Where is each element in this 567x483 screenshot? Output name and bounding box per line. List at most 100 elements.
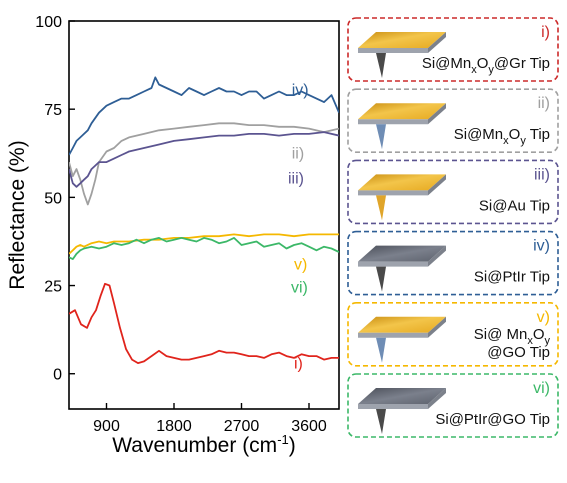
cantilever-side (358, 261, 428, 267)
cantilever-edge (428, 316, 446, 338)
legend-panel-numeral: iv) (533, 238, 550, 255)
afm-tip-illustration (358, 388, 446, 434)
afm-tip-illustration (358, 316, 446, 363)
legend-panel-3: iii) Si@Au Tip (347, 159, 559, 225)
tick-layer: 0 25 50 75 100 900 1800 2700 3600 (35, 14, 327, 435)
legend-panel-label-part: x (503, 135, 509, 147)
y-axis-title: Reflectance (%) (6, 140, 29, 289)
legend-panel-label: Si@PtIr@GO Tip (435, 411, 550, 428)
legend-panel-label-part: O (533, 326, 545, 343)
cantilever-edge (428, 174, 446, 196)
legend-panel-label-part: O (477, 55, 489, 72)
legend-panel-label-part: @Gr Tip (494, 55, 550, 72)
cantilever-top (358, 245, 446, 262)
series-label: ii) (292, 146, 304, 163)
x-tick-label: 3600 (291, 418, 327, 435)
cantilever-edge (428, 103, 446, 125)
x-axis-title: Wavenumber (cm-1) (112, 432, 296, 457)
legend-panel-label-part: x (527, 335, 533, 347)
series-line-4 (69, 76, 339, 156)
legend-panel-label-part: Si@PtIr@GO Tip (435, 411, 550, 428)
legend-panel-label-part: Tip (526, 126, 550, 143)
afm-tip-illustration (358, 32, 446, 78)
tip-needle (376, 337, 386, 363)
series-layer (69, 76, 339, 365)
cantilever-edge (428, 245, 446, 267)
afm-tip-illustration (358, 245, 446, 292)
cantilever-top (358, 316, 446, 333)
series-label: iii) (288, 170, 304, 187)
tip-needle (376, 195, 386, 221)
y-tick-label: 75 (44, 102, 62, 119)
legend-panel-label-part: Si@Mn (422, 55, 471, 72)
legend-panel-label-part: O (509, 126, 521, 143)
legend-panel-label-part: y (545, 335, 551, 347)
cantilever-top (358, 103, 446, 120)
legend-panel-6: vi) Si@PtIr@GO Tip (347, 373, 559, 438)
legend-panel-label: Si@MnxOy@Gr Tip (422, 55, 550, 76)
tip-needle (376, 124, 386, 150)
plot-area: 0 25 50 75 100 900 1800 2700 3600 iv) ii) iii) v) vi… (35, 14, 340, 435)
series-line-3 (69, 131, 339, 188)
legend-panel-label: Si@Au Tip (479, 197, 550, 214)
cantilever-edge (428, 32, 446, 53)
y-tick-label: 0 (53, 367, 62, 384)
legend-panel-label-part: Si@Mn (454, 126, 503, 143)
legend-panel-label-part: y (488, 64, 494, 76)
series-label: iv) (292, 82, 309, 99)
tip-needle (376, 266, 386, 292)
x-tick-label: 900 (93, 418, 120, 435)
series-line-6 (69, 236, 339, 261)
cantilever-side (358, 119, 428, 125)
legend-panel-label-part: x (471, 64, 477, 76)
series-line-5 (69, 233, 339, 255)
plot-frame (68, 20, 340, 410)
legend-panel-numeral: i) (541, 24, 550, 41)
series-label: i) (294, 355, 303, 372)
series-line-1 (69, 282, 339, 365)
legend-panel-label-part: Si@ Mn (474, 326, 528, 343)
legend-panel-label: Si@ MnxOy (474, 326, 551, 347)
cantilever-side (358, 48, 428, 53)
legend-panel-4: iv) Si@PtIr Tip (347, 230, 559, 296)
legend-panel-label-part: Si@PtIr Tip (474, 269, 550, 286)
cantilever-side (358, 404, 428, 409)
legend-panel-label-line2: @GO Tip (487, 344, 550, 361)
legend-panel-label: Si@PtIr Tip (474, 269, 550, 286)
legend-panel-label-line2-part: @GO Tip (487, 344, 550, 361)
series-label-layer: iv) ii) iii) v) vi) i) (288, 82, 309, 372)
cantilever-side (358, 190, 428, 196)
x-axis-title-end: ) (289, 434, 296, 457)
x-axis-title-main: Wavenumber (cm (112, 434, 277, 457)
legend-panel-2: ii) Si@MnxOy Tip (347, 88, 559, 153)
legend-panel-1: i) Si@MnxOy@Gr Tip (347, 17, 559, 82)
legend-panel-5: v)Si@ MnxOy@GO Tip (347, 301, 559, 367)
y-tick-label: 100 (35, 14, 62, 31)
cantilever-top (358, 174, 446, 191)
tip-needle (376, 53, 386, 78)
y-tick-label: 50 (44, 190, 62, 207)
y-tick-label: 25 (44, 279, 62, 296)
series-line-2 (69, 122, 339, 206)
x-axis-title-sup: -1 (277, 432, 289, 447)
legend-panel-label-part: Si@Au Tip (479, 197, 550, 214)
series-label: vi) (291, 280, 308, 297)
cantilever-top (358, 388, 446, 404)
series-label: v) (294, 257, 307, 274)
legend-panel-label: Si@MnxOy Tip (454, 126, 550, 147)
cantilever-edge (428, 388, 446, 409)
afm-tip-illustration (358, 174, 446, 221)
legend-panel-label-part: y (520, 135, 526, 147)
tip-needle (376, 409, 386, 434)
legend-panel-numeral: iii) (534, 166, 550, 183)
legend-panel-numeral: ii) (538, 95, 550, 112)
legend-panel-numeral: vi) (533, 380, 550, 397)
legend-panel-numeral: v) (537, 309, 550, 326)
afm-tip-illustration (358, 103, 446, 150)
cantilever-top (358, 32, 446, 48)
x-tick-label: 1800 (156, 418, 192, 435)
cantilever-side (358, 332, 428, 338)
x-tick-label: 2700 (224, 418, 260, 435)
